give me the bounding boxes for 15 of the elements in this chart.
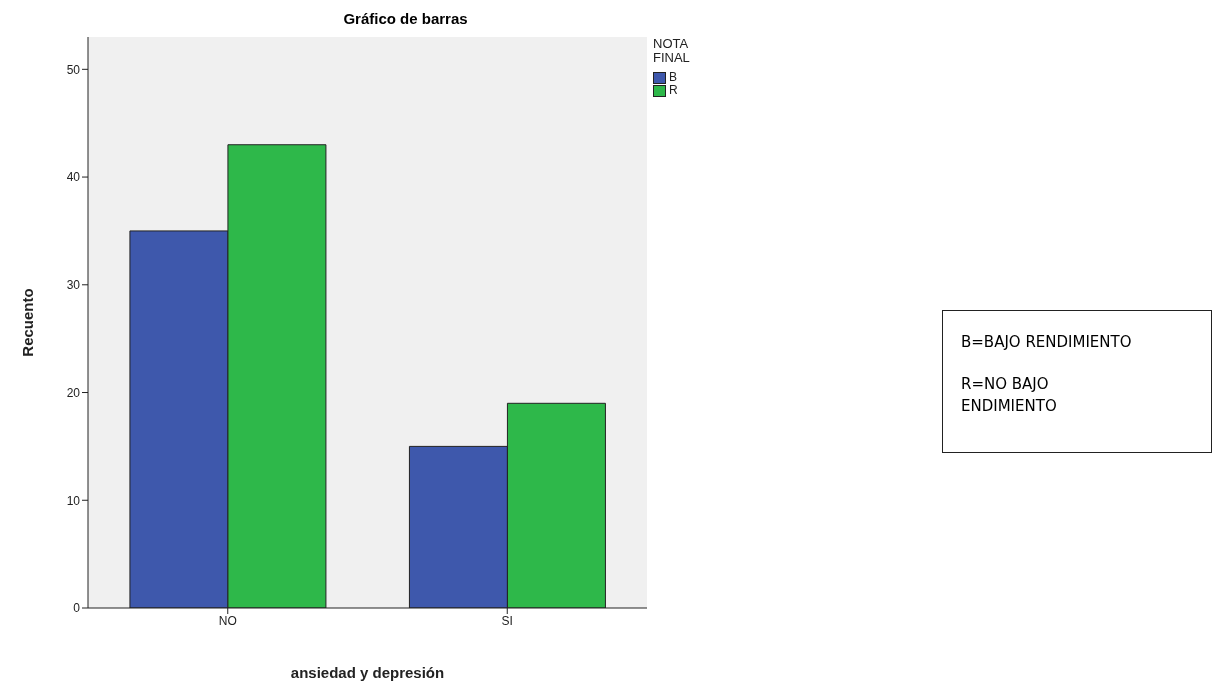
- y-tick-label: 50: [66, 62, 81, 77]
- y-tick-label: 40: [66, 170, 81, 185]
- chart-title: Gráfico de barras: [342, 10, 469, 27]
- y-tick-label: 10: [66, 493, 81, 508]
- y-tick-label: 0: [73, 601, 81, 616]
- legend-title: NOTA FINAL: [653, 36, 691, 65]
- x-tick-label: SI: [501, 613, 513, 628]
- x-axis-title: ansiedad y depresión: [290, 664, 445, 681]
- x-tick-label: NO: [218, 613, 237, 628]
- note-box: B=BAJO RENDIMIENTO R=NO BAJO ENDIMIENTO: [942, 310, 1212, 453]
- y-tick-label: 20: [66, 385, 81, 400]
- legend-label: R: [668, 83, 679, 97]
- y-tick-label: 30: [66, 278, 81, 293]
- legend-label: B: [668, 70, 678, 84]
- y-axis-title: Recuento: [19, 288, 37, 357]
